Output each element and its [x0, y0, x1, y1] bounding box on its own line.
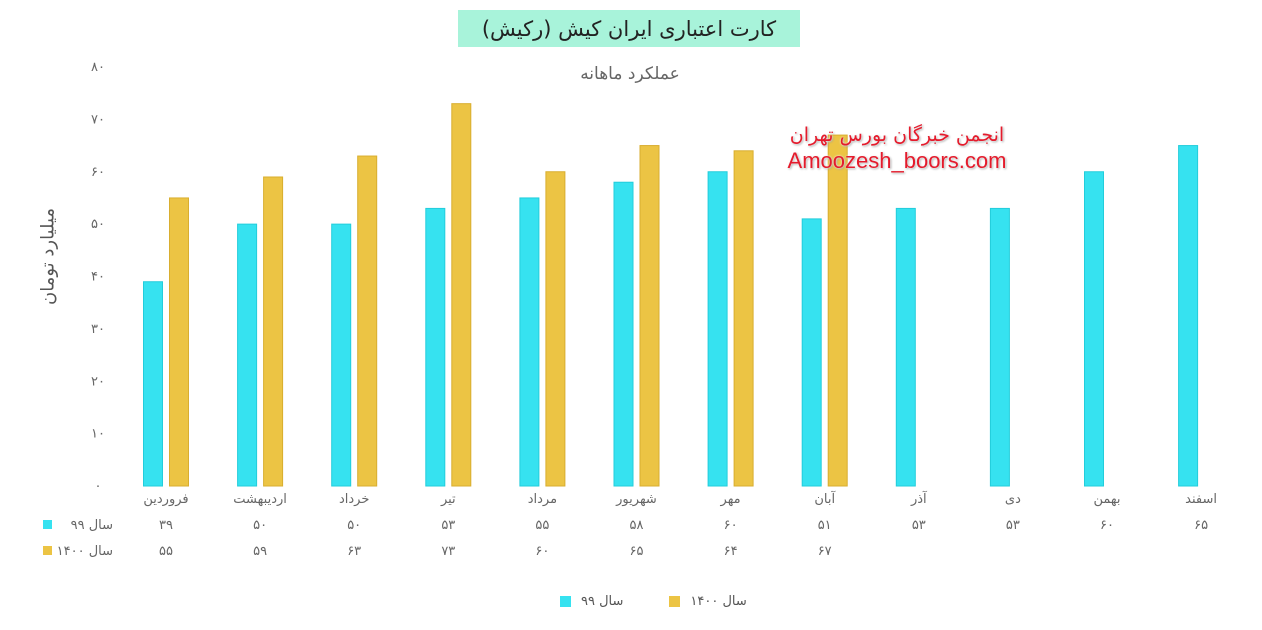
data-label-series-2: ۶۷	[818, 544, 832, 559]
bar-series-2	[827, 134, 848, 487]
legend: سال ۹۹ سال ۱۴۰۰	[560, 594, 747, 609]
y-tick-label: ۳۰	[91, 322, 105, 337]
watermark: انجمن خبرگان بورس تهران Amoozesh_boors.c…	[772, 122, 1022, 174]
y-tick-label: ۶۰	[91, 165, 105, 180]
bar-series-1	[1178, 145, 1199, 487]
data-label-series-2: ۶۴	[724, 544, 738, 559]
data-label-series-1: ۵۰	[253, 518, 267, 533]
x-tick-label: خرداد	[339, 492, 369, 507]
data-label-series-1: ۵۳	[1006, 518, 1020, 533]
legend-item-series-1[interactable]: سال ۹۹	[560, 594, 623, 609]
data-label-series-1: ۶۰	[724, 518, 738, 533]
bar-series-2	[733, 150, 754, 487]
bar-series-1	[895, 207, 916, 487]
y-tick-label: ۵۰	[91, 217, 105, 232]
bar-chart: ۰ ۱۰ ۲۰ ۳۰ ۴۰ ۵۰ ۶۰ ۷۰ ۸۰ فروردین ۳۹ ۵۵ اردیبهشت ۵۰ ۵۹…	[43, 60, 1217, 559]
x-tick-label: اردیبهشت	[233, 492, 287, 507]
data-label-series-2: ۵۹	[253, 544, 267, 559]
x-tick-label: دی	[1005, 492, 1021, 507]
data-label-series-1: ۶۰	[1100, 518, 1114, 533]
y-tick-label: ۷۰	[91, 112, 105, 127]
bar-series-2	[263, 176, 284, 487]
data-label-series-2: ۶۰	[535, 544, 549, 559]
legend-swatch-series-1	[560, 596, 571, 607]
data-label-series-1: ۵۸	[630, 518, 644, 533]
bar-series-1	[613, 181, 634, 487]
x-tick-label: فروردین	[143, 492, 188, 507]
bar-series-1	[801, 218, 822, 487]
watermark-line-1: انجمن خبرگان بورس تهران	[789, 124, 1005, 146]
bar-series-2	[451, 103, 472, 487]
x-tick-label: شهریور	[615, 492, 657, 507]
bar-series-1	[519, 197, 540, 487]
legend-label-series-1: سال ۹۹	[581, 594, 624, 609]
watermark-line-2: Amoozesh_boors.com	[787, 148, 1007, 173]
x-tick-label: آذر	[910, 490, 928, 507]
chart-title: کارت اعتباری ایران کیش (رکیش)	[458, 10, 800, 47]
y-tick-label: ۱۰	[91, 427, 105, 442]
table-row-label: سال ۹۹	[71, 518, 113, 533]
data-label-series-1: ۵۱	[818, 518, 832, 533]
data-label-series-1: ۵۰	[347, 518, 361, 533]
legend-label-series-2: سال ۱۴۰۰	[690, 594, 747, 609]
data-label-series-2: ۵۵	[159, 544, 173, 559]
data-label-series-2: ۶۵	[630, 544, 644, 559]
y-tick-label: ۰	[95, 479, 102, 494]
bar-series-1	[425, 207, 446, 487]
bar-series-2	[639, 145, 660, 487]
data-label-series-1: ۵۳	[441, 518, 455, 533]
table-row-swatch	[43, 520, 52, 529]
data-label-series-1: ۳۹	[159, 518, 173, 533]
bar-series-1	[331, 223, 352, 487]
legend-swatch-series-2	[669, 596, 681, 607]
bar-series-1	[143, 281, 163, 487]
data-label-series-1: ۵۵	[535, 518, 549, 533]
bar-series-2	[545, 171, 566, 487]
x-tick-label: آبان	[814, 490, 836, 507]
data-label-series-1: ۶۵	[1194, 518, 1208, 533]
x-tick-label: تیر	[440, 492, 456, 507]
table-row-label: سال ۱۴۰۰	[57, 544, 113, 559]
bar-series-2	[357, 155, 378, 487]
x-tick-label: اسفند	[1185, 492, 1217, 507]
y-tick-label: ۴۰	[91, 270, 105, 285]
legend-item-series-2[interactable]: سال ۱۴۰۰	[669, 594, 747, 609]
x-tick-label: مهر	[720, 492, 741, 507]
bar-series-2	[169, 197, 189, 487]
x-tick-label: مرداد	[528, 492, 557, 507]
bar-series-1	[707, 171, 728, 487]
y-tick-label: ۲۰	[91, 374, 105, 389]
data-label-series-2: ۶۳	[347, 544, 361, 559]
chart-subtitle: عملکرد ماهانه	[580, 64, 680, 84]
data-label-series-1: ۵۳	[912, 518, 926, 533]
data-label-series-2: ۷۳	[441, 544, 455, 559]
x-tick-label: بهمن	[1093, 492, 1120, 507]
bar-series-1	[237, 223, 258, 487]
bar-series-1	[1084, 171, 1104, 487]
bar-series-1	[989, 207, 1010, 487]
table-row-swatch	[43, 546, 52, 555]
y-tick-label: ۸۰	[91, 60, 105, 75]
